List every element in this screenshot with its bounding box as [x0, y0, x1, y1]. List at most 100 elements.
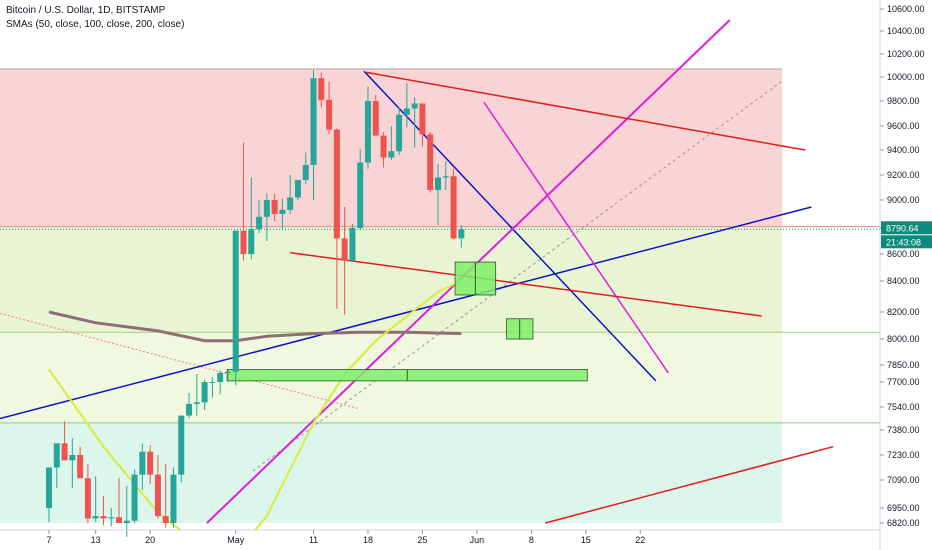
price-tick-label: 10400.00: [887, 26, 925, 36]
candle-body: [302, 165, 309, 180]
price-tick-label: 6820.00: [887, 518, 920, 528]
candle-body: [279, 209, 286, 214]
candle-body: [162, 516, 169, 523]
price-tick-label: 8600.00: [887, 249, 920, 259]
candle-body: [69, 455, 76, 461]
price-badge: [881, 221, 932, 235]
zone-support: [0, 226, 782, 333]
candle-body: [186, 403, 193, 416]
price-tick-label: 7230.00: [887, 450, 920, 460]
time-tick-label: 25: [417, 535, 427, 545]
candle-body: [318, 78, 325, 100]
price-tick-label: 9600.00: [887, 121, 920, 131]
candle-body: [201, 382, 208, 403]
candle-body: [256, 216, 263, 230]
price-tick-label: 9400.00: [887, 145, 920, 155]
candle-body: [403, 108, 410, 115]
price-tick-label: 10200.00: [887, 49, 925, 59]
time-tick-label: 22: [635, 535, 645, 545]
candle-body: [341, 238, 348, 261]
candle-body: [100, 516, 107, 519]
candle-body: [248, 229, 255, 254]
dashed-grey-trendline: [252, 81, 782, 472]
candle-body: [178, 415, 185, 475]
trendlines: [0, 19, 834, 530]
candle-body: [326, 99, 333, 130]
candle-body: [131, 474, 138, 521]
blue-falling-trendline: [363, 70, 657, 382]
candle-body: [240, 230, 247, 254]
price-tick-label: 9000.00: [887, 195, 920, 205]
price-tick-label: 10000.00: [887, 72, 925, 82]
candle-body: [380, 135, 387, 158]
candle-body: [427, 134, 434, 190]
countdown-value: 21:43:08: [886, 237, 921, 247]
price-tick-label: 7090.00: [887, 475, 920, 485]
blue-rising-trendline: [0, 206, 812, 420]
candle-body: [458, 229, 465, 239]
red-mid-trendline: [290, 251, 762, 317]
chart-legend: Bitcoin / U.S. Dollar, 1D, BITSTAMP SMAs…: [6, 4, 184, 32]
candle-body: [77, 455, 84, 479]
dotted-red-trendline: [0, 312, 358, 409]
price-tick-label: 8400.00: [887, 276, 920, 286]
candle-body: [450, 176, 457, 239]
price-tick-label: 7380.00: [887, 425, 920, 435]
candle-body: [209, 382, 216, 383]
candle-body: [357, 162, 364, 228]
candle-body: [372, 101, 379, 136]
candle-body: [108, 517, 115, 519]
candle-body: [123, 520, 130, 523]
candle-body: [92, 516, 99, 519]
candle-body: [84, 478, 91, 519]
time-tick-label: 20: [145, 535, 155, 545]
candle-body: [364, 101, 371, 163]
price-badge-value: 8790.64: [886, 223, 919, 233]
candle-body: [224, 371, 231, 373]
candle-body: [139, 451, 146, 475]
zone-base: [0, 422, 782, 523]
candle-body: [333, 129, 340, 239]
candle-body: [193, 402, 200, 404]
red-resistance-trendline: [366, 71, 806, 151]
candle-body: [263, 200, 270, 217]
price-tick-label: 8000.00: [887, 334, 920, 344]
time-tick-label: May: [227, 535, 245, 545]
price-tick-label: 7850.00: [887, 360, 920, 370]
indicator-label: SMAs (50, close, 100, close, 200, close): [6, 19, 185, 30]
time-tick-label: Jun: [470, 535, 485, 545]
sma50-line: [48, 280, 462, 530]
candle-body: [271, 200, 278, 214]
price-tick-label: 10600.00: [887, 4, 925, 14]
price-tick-label: 7540.00: [887, 402, 920, 412]
candle-body: [287, 197, 294, 210]
candle-body: [388, 151, 395, 158]
candle-body: [349, 228, 356, 261]
candle-body: [170, 474, 177, 523]
time-tick-label: 15: [581, 535, 591, 545]
candle-body: [147, 451, 154, 475]
time-tick-label: 13: [91, 535, 101, 545]
sma200-line: [48, 310, 462, 343]
magenta-falling-trendline: [483, 101, 669, 374]
time-tick-label: 8: [529, 535, 534, 545]
candle-body: [232, 230, 239, 372]
countdown-badge: [881, 235, 932, 249]
candle-body: [53, 443, 60, 468]
time-tick-label: 18: [363, 535, 373, 545]
candle-body: [435, 177, 441, 190]
time-tick-label: 11: [309, 535, 318, 545]
price-tick-label: 7700.00: [887, 377, 920, 387]
candle-body: [411, 103, 418, 109]
price-tick-label: 8200.00: [887, 307, 920, 317]
candle-body: [419, 103, 426, 135]
candle-body: [294, 180, 301, 198]
candle-body: [217, 372, 224, 382]
price-tick-label: 9800.00: [887, 96, 920, 106]
time-tick-label: 7: [46, 535, 51, 545]
candle-body: [310, 78, 317, 165]
candle-body: [154, 474, 161, 517]
price-tick-label: 6950.00: [887, 503, 920, 513]
